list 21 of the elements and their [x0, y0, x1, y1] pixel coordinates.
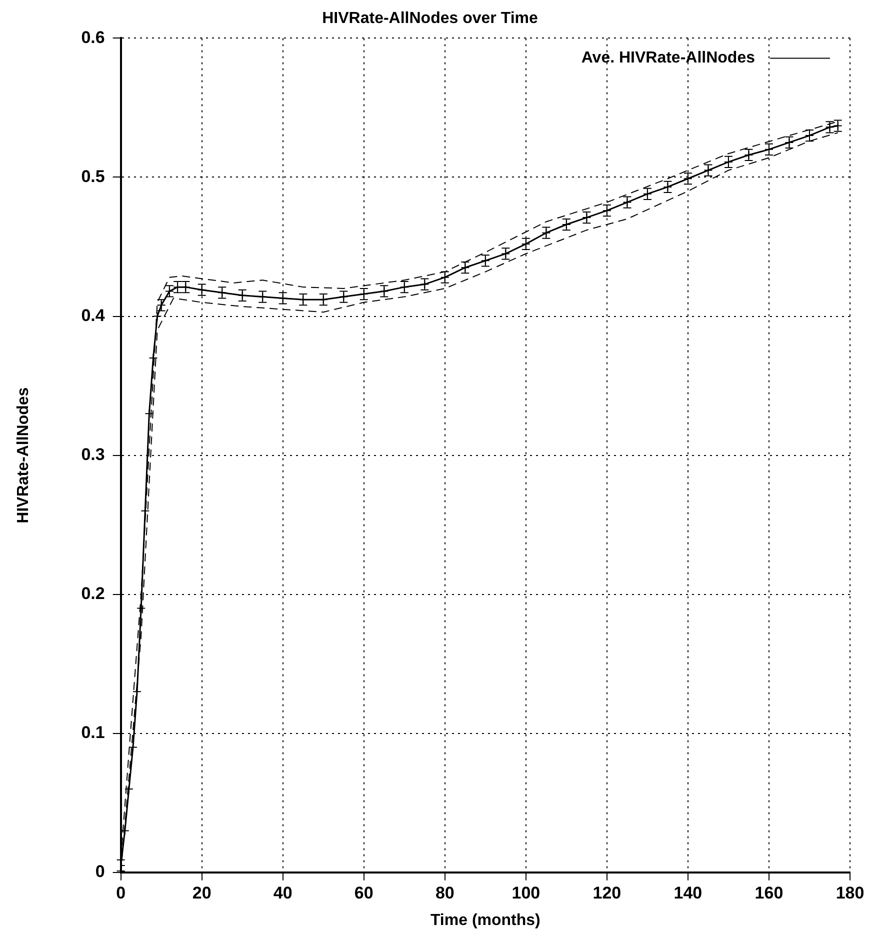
- x-tick-label: 180: [836, 883, 864, 902]
- x-tick-label: 120: [592, 883, 622, 902]
- legend-label: Ave. HIVRate-AllNodes: [581, 50, 756, 67]
- chart-title: HIVRate-AllNodes over Time: [322, 10, 538, 28]
- y-tick-label: 0.1: [81, 723, 105, 742]
- x-tick-label: 80: [435, 883, 454, 902]
- x-axis-title: Time (months): [430, 912, 540, 929]
- y-axis-title: HIVRate-AllNodes: [15, 387, 32, 524]
- y-tick-label: 0.6: [81, 28, 105, 47]
- x-tick-label: 140: [674, 883, 702, 902]
- y-tick-label: 0.5: [81, 166, 105, 186]
- y-tick-label: 0: [95, 862, 105, 882]
- x-tick-label: 20: [192, 883, 212, 902]
- y-tick-label: 0.2: [81, 584, 105, 604]
- y-tick-label: 0.3: [81, 444, 105, 464]
- x-tick-label: 60: [354, 883, 374, 902]
- x-tick-label: 0: [116, 883, 126, 902]
- x-tick-label: 160: [754, 883, 784, 902]
- y-tick-label: 0.4: [81, 306, 106, 325]
- x-tick-label: 100: [512, 883, 540, 902]
- x-tick-label: 40: [273, 883, 292, 902]
